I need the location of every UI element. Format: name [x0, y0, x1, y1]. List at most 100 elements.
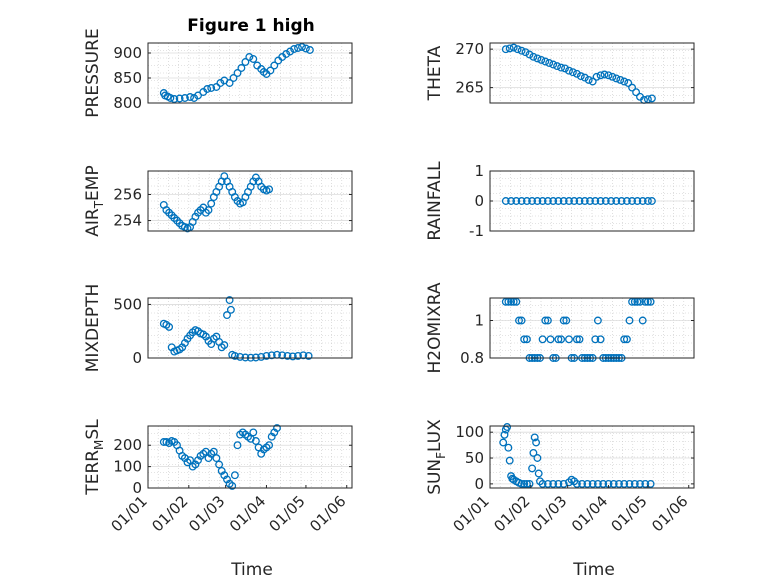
- data-point: [557, 335, 566, 344]
- y-tick-label: 100: [113, 458, 142, 476]
- data-point: [294, 351, 302, 360]
- grid-lines: [148, 43, 352, 104]
- x-tick-label: 01/03: [527, 492, 570, 535]
- data-point: [194, 91, 202, 100]
- axes-box: [147, 170, 353, 232]
- data-point: [517, 316, 526, 325]
- data-point: [233, 441, 242, 450]
- data-point: [615, 479, 623, 488]
- data-point: [537, 55, 546, 64]
- series-mixdepth: [159, 296, 313, 362]
- y-tick-label: 0: [132, 479, 142, 497]
- subplot-pressure: 800 850 900 PRESSURE: [83, 28, 353, 118]
- x-axis-label: Time: [230, 560, 273, 580]
- data-point: [538, 197, 547, 205]
- data-point: [565, 66, 573, 75]
- data-point: [641, 479, 650, 488]
- data-point: [554, 197, 563, 205]
- data-point: [583, 479, 592, 488]
- y-tick-label: 254: [113, 212, 142, 230]
- data-point: [620, 335, 629, 344]
- data-point: [207, 199, 216, 208]
- data-point: [265, 185, 274, 194]
- series-air_temp: [159, 172, 274, 233]
- data-point: [517, 197, 526, 205]
- data-point: [559, 316, 568, 325]
- data-point: [638, 197, 647, 205]
- y-axis-label: PRESSURE: [83, 28, 103, 117]
- axes-box: [147, 297, 353, 359]
- y-tick-label: 100: [455, 423, 484, 441]
- data-point: [282, 50, 291, 58]
- data-point: [500, 430, 509, 439]
- y-tick-label: 0: [132, 349, 142, 367]
- data-point: [545, 59, 554, 67]
- data-point: [290, 45, 299, 53]
- data-point: [599, 479, 608, 488]
- data-point: [166, 94, 175, 102]
- series-pressure: [159, 43, 314, 103]
- data-point: [608, 72, 617, 81]
- data-point: [241, 58, 250, 66]
- data-point: [529, 52, 538, 61]
- data-point: [212, 454, 221, 463]
- data-point: [541, 57, 550, 66]
- data-point: [175, 94, 184, 103]
- x-axis-label: Time: [572, 560, 615, 580]
- x-tick-label: 01/04: [226, 492, 269, 535]
- data-point: [283, 351, 292, 360]
- grid-lines: [490, 43, 694, 103]
- data-point: [620, 77, 629, 86]
- data-point: [617, 197, 626, 205]
- data-point: [265, 441, 274, 450]
- data-point: [203, 85, 212, 93]
- data-point: [538, 479, 547, 488]
- data-point: [270, 61, 279, 70]
- data-point: [273, 424, 281, 433]
- data-point: [525, 479, 534, 488]
- data-point: [647, 197, 656, 205]
- x-tick-label: 01/05: [265, 492, 308, 535]
- data-point: [225, 79, 234, 87]
- data-point: [549, 479, 558, 488]
- data-point: [508, 474, 517, 483]
- y-tick-label: 270: [455, 40, 484, 58]
- data-point: [533, 454, 542, 462]
- subplot-h2omixra: 0.8 1 H2OMIXRA: [425, 282, 695, 374]
- data-point: [521, 48, 530, 57]
- data-point: [228, 481, 237, 490]
- x-tick-label: 01/03: [185, 492, 228, 535]
- data-point: [596, 71, 605, 80]
- figure-title: Figure 1 high: [187, 16, 315, 36]
- data-point: [223, 311, 231, 320]
- data-point: [633, 197, 642, 205]
- data-point: [636, 479, 644, 488]
- data-point: [541, 316, 550, 325]
- data-point: [586, 197, 594, 205]
- data-point: [249, 55, 258, 63]
- data-point: [538, 335, 547, 344]
- data-point: [230, 471, 239, 480]
- data-point: [588, 77, 597, 86]
- grid-lines: [148, 298, 352, 359]
- data-point: [600, 70, 609, 79]
- data-point: [616, 75, 625, 84]
- data-point: [505, 44, 514, 53]
- data-point: [565, 335, 573, 344]
- data-point: [591, 335, 600, 344]
- data-point: [622, 197, 631, 205]
- data-point: [561, 64, 569, 73]
- data-point: [593, 316, 602, 325]
- data-point: [503, 423, 512, 431]
- subplot-theta: 265 270 THETA: [425, 40, 695, 104]
- data-point: [572, 479, 581, 488]
- series-theta: [501, 43, 656, 104]
- y-tick-label: 0: [474, 475, 484, 493]
- data-point: [180, 94, 189, 102]
- data-point: [294, 44, 302, 52]
- axes-box: [489, 42, 695, 104]
- data-point: [237, 64, 246, 72]
- x-tick-label: 01/06: [648, 492, 691, 535]
- data-point: [529, 448, 538, 457]
